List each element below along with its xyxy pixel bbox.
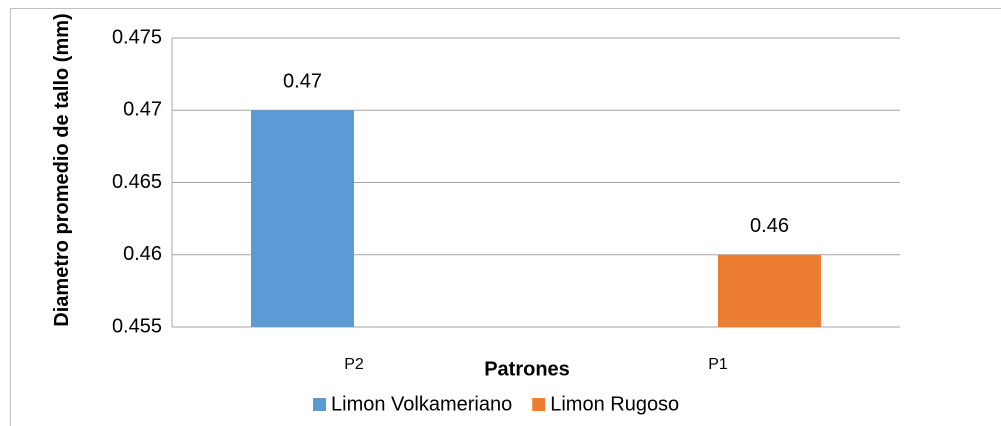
y-tick-label: 0.47 bbox=[123, 99, 162, 121]
data-label: 0.47 bbox=[283, 71, 322, 93]
legend-label: Limon Rugoso bbox=[550, 393, 679, 415]
y-tick-label: 0.465 bbox=[112, 171, 162, 193]
x-axis-label: Patrones bbox=[484, 358, 570, 380]
chart-frame bbox=[10, 8, 1001, 426]
legend-swatch bbox=[313, 398, 326, 411]
legend-swatch bbox=[532, 398, 546, 411]
legend-label: Limon Volkameriano bbox=[331, 393, 512, 415]
x-tick-label: P2 bbox=[344, 356, 364, 373]
bar bbox=[718, 254, 822, 327]
y-tick-label: 0.46 bbox=[123, 243, 162, 265]
y-axis-label: Diametro promedio de tallo (mm) bbox=[51, 13, 73, 327]
y-tick-label: 0.455 bbox=[112, 315, 162, 337]
data-label: 0.46 bbox=[750, 215, 789, 237]
x-tick-label: P1 bbox=[708, 356, 728, 373]
bar bbox=[250, 110, 354, 327]
y-tick-label: 0.475 bbox=[112, 26, 162, 48]
